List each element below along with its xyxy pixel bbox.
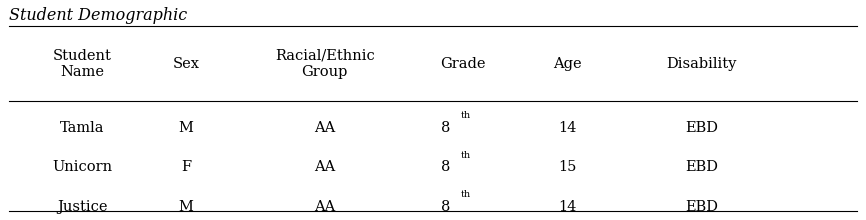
Text: 8: 8 <box>441 160 450 174</box>
Text: Grade: Grade <box>441 57 486 71</box>
Text: Disability: Disability <box>666 57 737 71</box>
Text: AA: AA <box>314 200 335 214</box>
Text: Racial/Ethnic
Group: Racial/Ethnic Group <box>275 49 375 79</box>
Text: EBD: EBD <box>685 200 718 214</box>
Text: 8: 8 <box>441 200 450 214</box>
Text: AA: AA <box>314 160 335 174</box>
Text: 14: 14 <box>558 121 577 135</box>
Text: 15: 15 <box>558 160 577 174</box>
Text: th: th <box>461 111 471 120</box>
Text: Age: Age <box>553 57 582 71</box>
Text: M: M <box>178 200 194 214</box>
Text: Student Demographic: Student Demographic <box>9 7 187 24</box>
Text: AA: AA <box>314 121 335 135</box>
Text: M: M <box>178 121 194 135</box>
Text: EBD: EBD <box>685 121 718 135</box>
Text: Tamla: Tamla <box>60 121 105 135</box>
Text: th: th <box>461 190 471 199</box>
Text: Justice: Justice <box>57 200 107 214</box>
Text: Sex: Sex <box>172 57 200 71</box>
Text: F: F <box>181 160 191 174</box>
Text: th: th <box>461 151 471 160</box>
Text: Unicorn: Unicorn <box>52 160 113 174</box>
Text: Student
Name: Student Name <box>53 49 112 79</box>
Text: 14: 14 <box>558 200 577 214</box>
Text: 8: 8 <box>441 121 450 135</box>
Text: EBD: EBD <box>685 160 718 174</box>
